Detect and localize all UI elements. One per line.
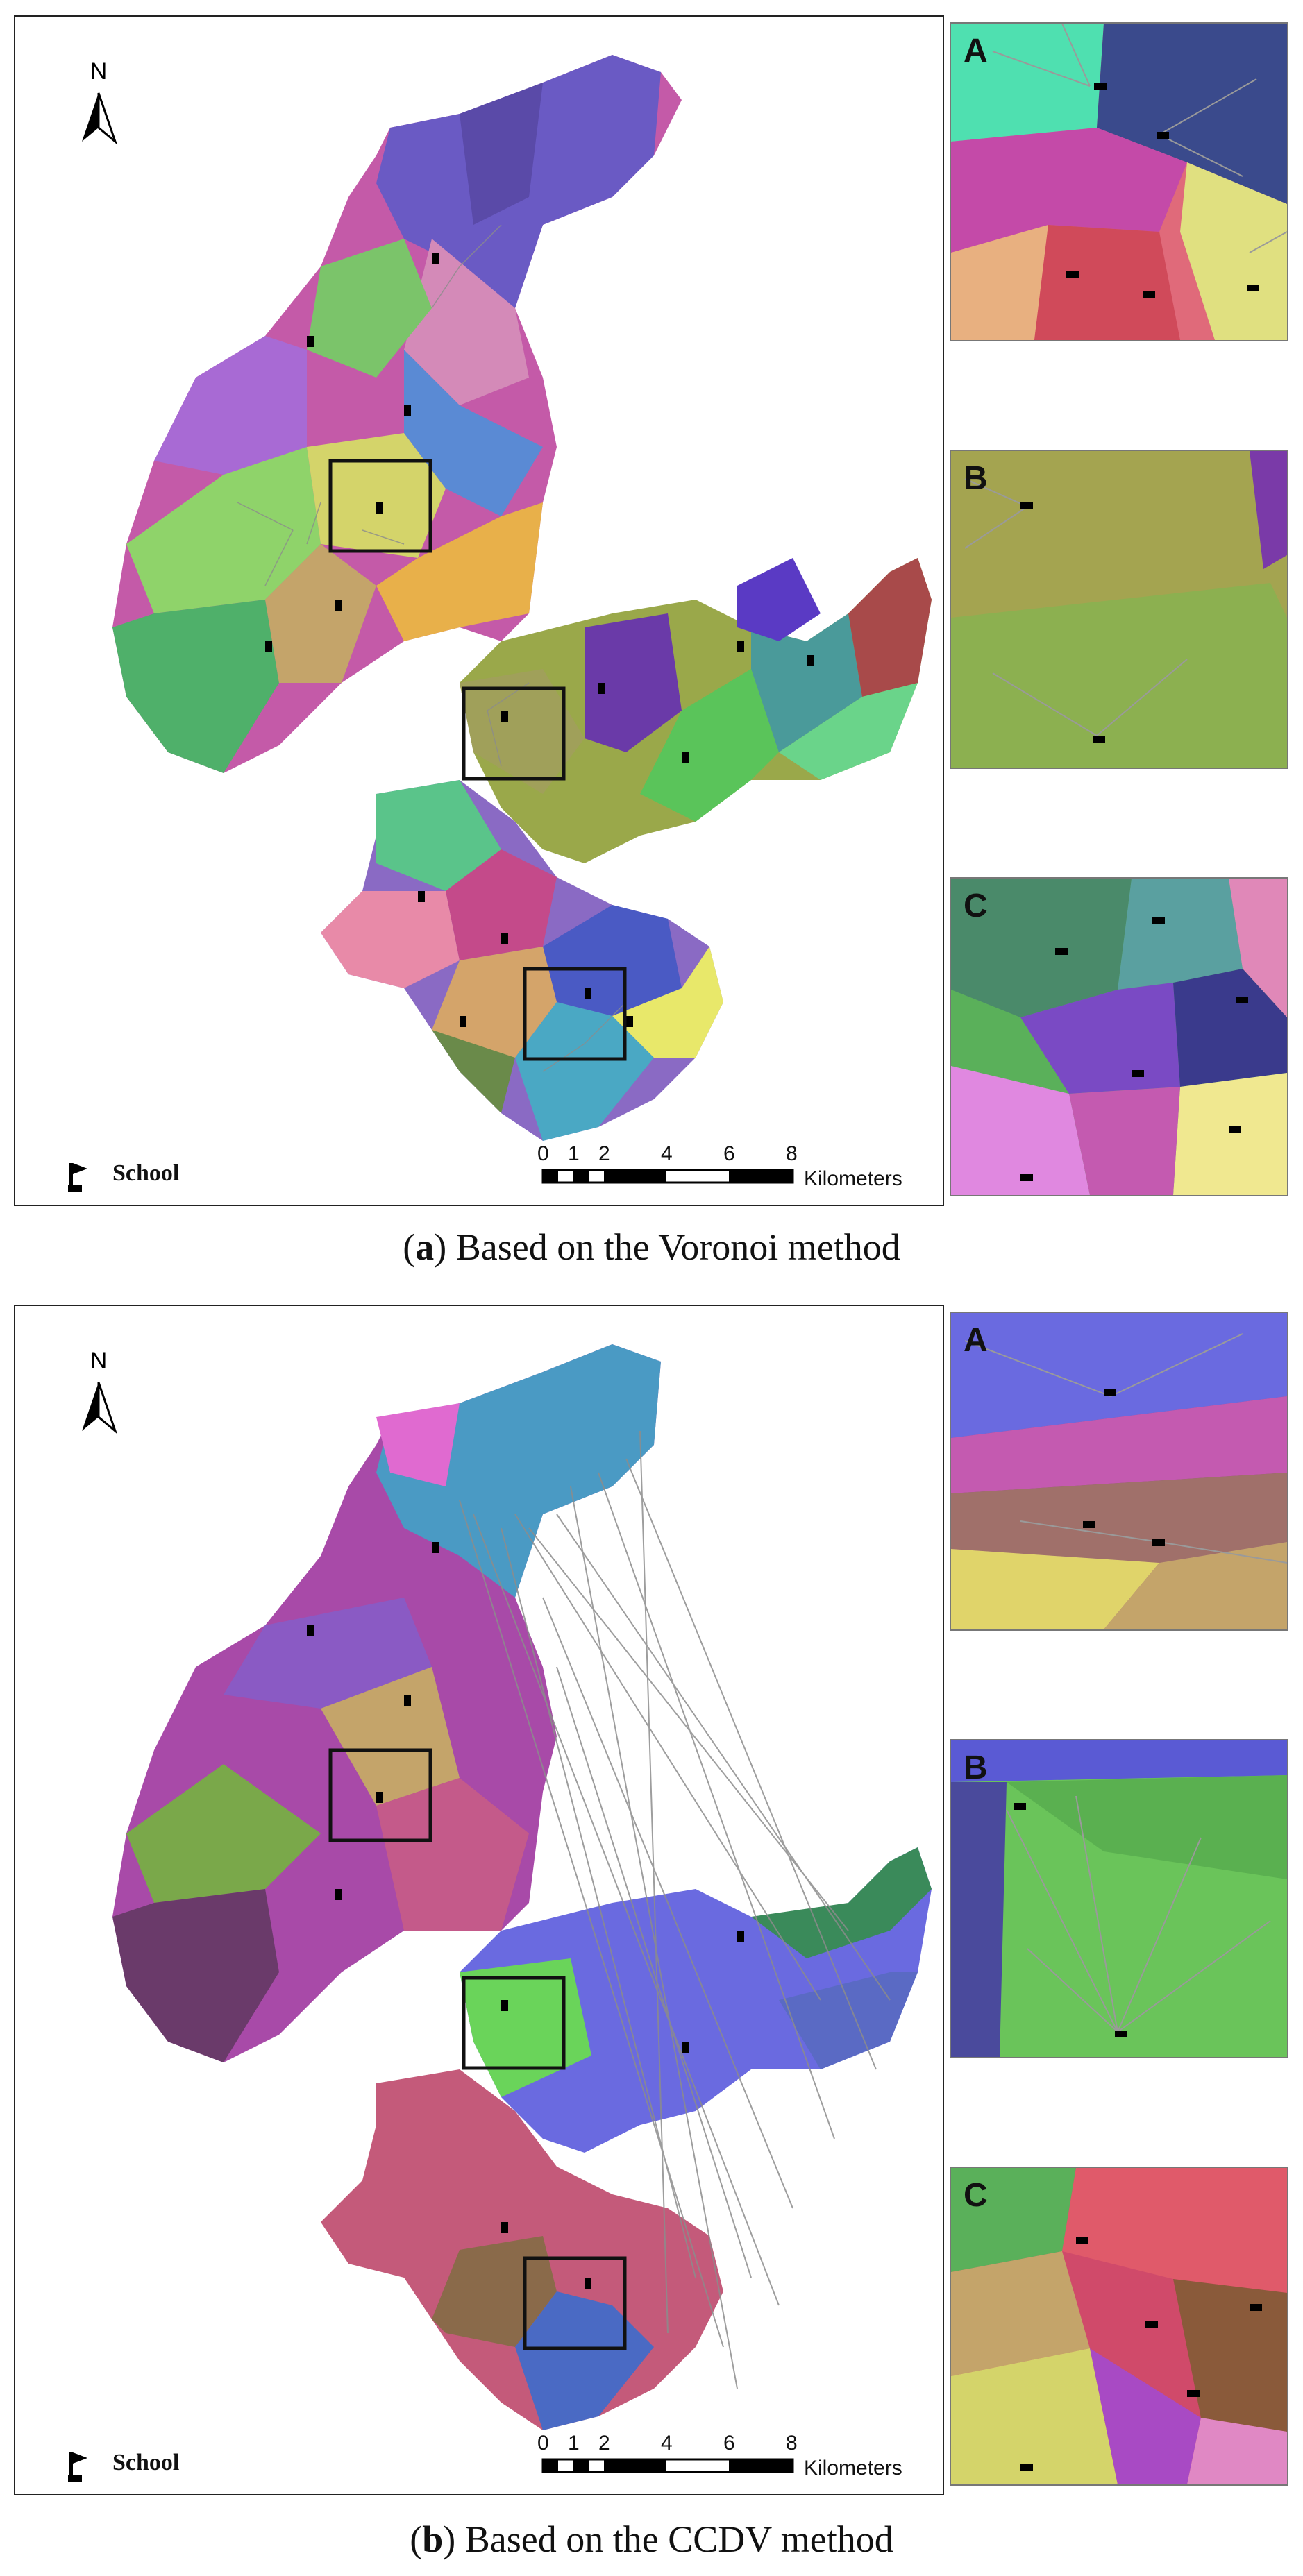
scale-tick-2: 2 <box>598 1142 610 1165</box>
inset-box-c <box>523 967 627 1061</box>
scale-tick-4: 4 <box>661 1142 673 1165</box>
inset-letter-c: C <box>964 2177 988 2214</box>
scale-tick-2: 2 <box>598 2432 610 2455</box>
ccdv-links <box>459 1430 891 2389</box>
inset-box-c <box>523 2256 627 2350</box>
legend-label: School <box>112 1160 180 1186</box>
scale-tick-0: 0 <box>537 2432 549 2455</box>
scale-tick-0: 0 <box>537 1142 549 1165</box>
caption-a: (a) Based on the Voronoi method <box>403 1226 900 1268</box>
school-markers <box>265 253 814 1027</box>
scale-tick-8: 8 <box>786 1142 798 1165</box>
scale-unit: Kilometers <box>804 1167 902 1190</box>
inset-box-b <box>462 686 566 781</box>
scale-bar <box>541 2458 794 2473</box>
scale-unit: Kilometers <box>804 2457 902 2480</box>
scale-bar <box>541 1169 794 1184</box>
inset-letter-a: A <box>964 33 988 69</box>
inset-b-ccdv: B <box>950 1739 1288 2058</box>
legend-label: School <box>112 2450 180 2475</box>
scale-tick-4: 4 <box>661 2432 673 2455</box>
caption-b: (b) Based on the CCDV method <box>410 2518 893 2560</box>
scale-tick-1: 1 <box>568 1142 580 1165</box>
scale-tick-8: 8 <box>786 2432 798 2455</box>
inset-b-voronoi: B <box>950 450 1288 769</box>
north-arrow-icon <box>82 1382 118 1434</box>
north-label: N <box>90 1348 108 1374</box>
inset-a-voronoi: A <box>950 22 1288 341</box>
scale-tick-1: 1 <box>568 2432 580 2455</box>
scale-tick-6: 6 <box>723 1142 735 1165</box>
north-arrow-icon <box>82 92 118 145</box>
school-flag-icon <box>68 2452 87 2482</box>
north-label: N <box>90 58 108 85</box>
inset-c-ccdv: C <box>950 2167 1288 2486</box>
inset-c-voronoi: C <box>950 877 1288 1196</box>
school-flag-icon <box>68 1163 87 1192</box>
scale-tick-6: 6 <box>723 2432 735 2455</box>
map-panel-a: N School 0 1 2 4 6 8 Kilometers <box>14 15 944 1206</box>
voronoi-map <box>68 55 932 1192</box>
inset-box-a <box>328 459 432 553</box>
inset-a-ccdv: A <box>950 1312 1288 1631</box>
map-panel-b: N School 0 1 2 4 6 8 Kilometers <box>14 1305 944 2496</box>
inset-letter-c: C <box>964 888 988 924</box>
inset-letter-a: A <box>964 1322 988 1359</box>
inset-box-b <box>462 1976 566 2070</box>
ccdv-map <box>68 1344 932 2482</box>
inset-box-a <box>328 1748 432 1842</box>
inset-letter-b: B <box>964 460 988 497</box>
inset-letter-b: B <box>964 1749 988 1786</box>
